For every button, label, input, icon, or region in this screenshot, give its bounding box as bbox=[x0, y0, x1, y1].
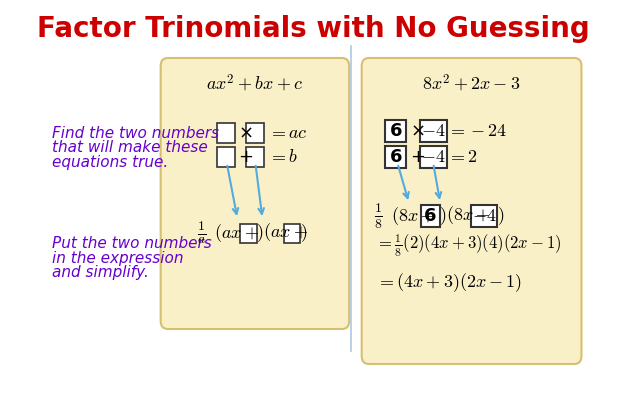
FancyBboxPatch shape bbox=[246, 123, 265, 143]
Text: $ax^2+bx+c$: $ax^2+bx+c$ bbox=[206, 73, 303, 93]
FancyBboxPatch shape bbox=[240, 223, 256, 243]
Text: $= b$: $= b$ bbox=[268, 148, 298, 166]
Text: $-4$: $-4$ bbox=[421, 122, 445, 140]
Text: $=(4x+3)(2x-1)$: $=(4x+3)(2x-1)$ bbox=[376, 271, 522, 294]
FancyBboxPatch shape bbox=[217, 123, 235, 143]
FancyBboxPatch shape bbox=[385, 120, 406, 142]
Text: $8x^2+2x-3$: $8x^2+2x-3$ bbox=[423, 73, 520, 93]
FancyBboxPatch shape bbox=[362, 58, 581, 364]
FancyBboxPatch shape bbox=[419, 146, 446, 168]
Text: $)(ax+$: $)(ax+$ bbox=[256, 222, 308, 244]
Text: in the expression: in the expression bbox=[51, 251, 183, 265]
FancyBboxPatch shape bbox=[385, 146, 406, 168]
Text: 6: 6 bbox=[389, 148, 402, 166]
Text: 6: 6 bbox=[424, 207, 437, 225]
Text: equations true.: equations true. bbox=[51, 156, 168, 170]
Text: $\frac{1}{a}$: $\frac{1}{a}$ bbox=[197, 220, 206, 246]
Text: $=2$: $=2$ bbox=[446, 148, 477, 166]
Text: that will make these: that will make these bbox=[51, 140, 208, 156]
Text: $)$: $)$ bbox=[300, 222, 307, 244]
FancyBboxPatch shape bbox=[283, 223, 300, 243]
Text: $\times$: $\times$ bbox=[410, 122, 424, 140]
FancyBboxPatch shape bbox=[471, 205, 497, 227]
Text: $+$: $+$ bbox=[410, 148, 425, 166]
Text: $(ax+$: $(ax+$ bbox=[214, 222, 260, 244]
Text: Find the two numbers: Find the two numbers bbox=[51, 126, 219, 140]
FancyBboxPatch shape bbox=[421, 205, 440, 227]
FancyBboxPatch shape bbox=[246, 147, 265, 167]
Text: $= ac$: $= ac$ bbox=[268, 124, 308, 142]
Text: $(8x+$: $(8x+$ bbox=[391, 205, 436, 227]
Text: $+$: $+$ bbox=[238, 148, 253, 166]
Text: Factor Trinomials with No Guessing: Factor Trinomials with No Guessing bbox=[37, 15, 590, 43]
Text: $=-24$: $=-24$ bbox=[446, 122, 507, 140]
Text: 6: 6 bbox=[389, 122, 402, 140]
FancyBboxPatch shape bbox=[419, 120, 446, 142]
Text: and simplify.: and simplify. bbox=[51, 265, 149, 281]
Text: $)(8x+$: $)(8x+$ bbox=[440, 205, 491, 227]
FancyBboxPatch shape bbox=[217, 147, 235, 167]
Text: $\times$: $\times$ bbox=[238, 124, 253, 142]
Text: $=\frac{1}{8}(2)(4x+3)(4)(2x-1)$: $=\frac{1}{8}(2)(4x+3)(4)(2x-1)$ bbox=[376, 233, 562, 259]
Text: $\frac{1}{8}$: $\frac{1}{8}$ bbox=[374, 201, 383, 231]
FancyBboxPatch shape bbox=[161, 58, 349, 329]
Text: Put the two numbers: Put the two numbers bbox=[51, 235, 211, 251]
Text: $-4$: $-4$ bbox=[421, 148, 445, 166]
Text: $)$: $)$ bbox=[497, 205, 505, 227]
Text: $-4$: $-4$ bbox=[472, 207, 497, 225]
